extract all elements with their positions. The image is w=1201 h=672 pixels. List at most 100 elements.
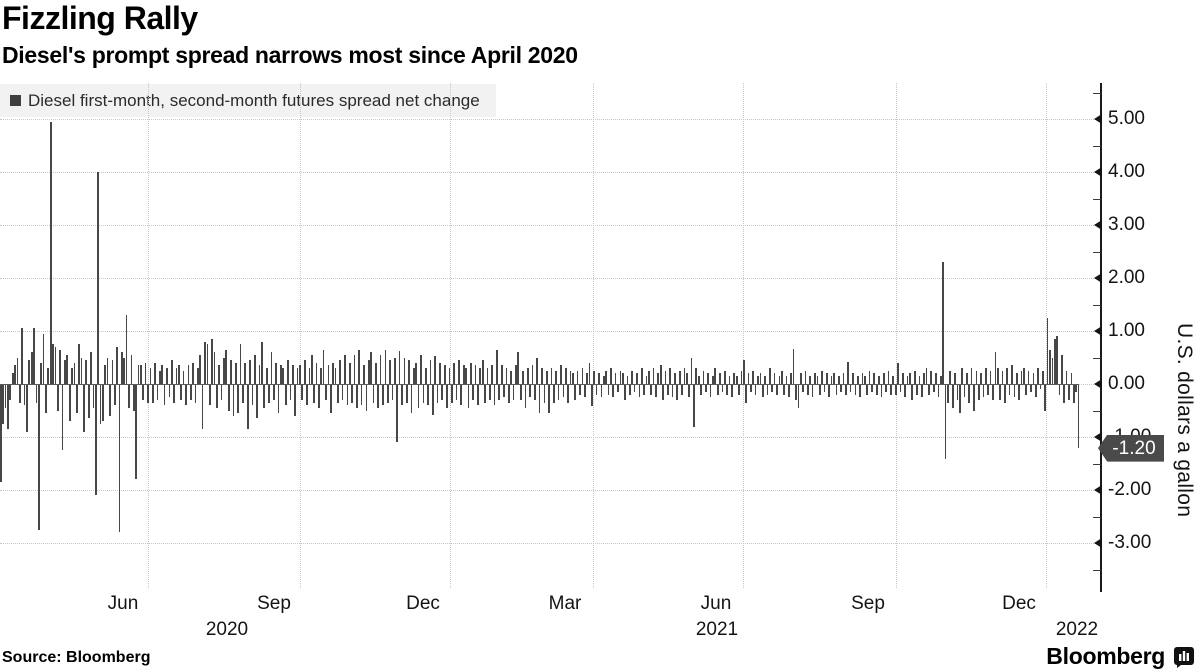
bar xyxy=(370,352,372,384)
bar xyxy=(230,360,232,384)
bloomberg-bug-icon xyxy=(1174,646,1194,668)
bar xyxy=(244,362,247,384)
bar xyxy=(792,349,795,384)
bar xyxy=(85,360,88,384)
bar xyxy=(958,384,961,414)
h-gridline xyxy=(0,172,1100,173)
bar xyxy=(837,376,840,384)
bar xyxy=(486,368,489,384)
bar xyxy=(607,384,610,395)
bar xyxy=(54,346,57,384)
bar xyxy=(716,384,719,395)
bar xyxy=(723,370,726,384)
bar xyxy=(147,384,149,403)
bar xyxy=(306,384,308,406)
h-gridline xyxy=(0,490,1100,491)
bar xyxy=(308,368,311,384)
bar xyxy=(947,384,949,403)
bar xyxy=(707,373,710,384)
bar xyxy=(669,368,672,384)
bar xyxy=(659,365,662,384)
bar xyxy=(636,373,638,384)
bar xyxy=(939,376,942,384)
bar xyxy=(593,370,596,384)
bar xyxy=(503,384,505,398)
bar xyxy=(73,362,76,384)
bar xyxy=(754,384,757,395)
bar xyxy=(7,384,9,430)
bar xyxy=(97,172,99,384)
bar xyxy=(410,384,413,414)
bar xyxy=(982,384,985,398)
bar xyxy=(845,384,847,395)
bar xyxy=(455,384,458,400)
y-major-tick-arrow xyxy=(1094,379,1102,389)
bar xyxy=(477,384,479,406)
bar xyxy=(130,354,133,384)
bar xyxy=(11,373,14,384)
v-gridline xyxy=(896,83,897,588)
bar xyxy=(379,354,382,384)
bar xyxy=(650,384,653,395)
bar xyxy=(64,360,66,384)
bar xyxy=(99,384,102,424)
bar xyxy=(102,384,104,422)
y-axis-line xyxy=(1100,83,1102,592)
bar xyxy=(140,365,142,384)
bar xyxy=(211,338,213,384)
bar xyxy=(187,365,190,384)
bar xyxy=(75,384,78,414)
bar xyxy=(671,384,674,398)
y-minor-tick xyxy=(1093,463,1101,465)
bar xyxy=(493,384,496,406)
bar xyxy=(256,384,259,419)
chart-legend: Diesel first-month, second-month futures… xyxy=(0,84,496,117)
bar xyxy=(375,362,377,384)
bar xyxy=(572,373,574,384)
last-value-badge: -1.20 xyxy=(1098,434,1164,462)
bar xyxy=(534,384,536,400)
bar xyxy=(591,384,593,407)
legend-label: Diesel first-month, second-month futures… xyxy=(28,90,480,110)
bar xyxy=(880,384,883,398)
bar xyxy=(1023,368,1025,384)
bar xyxy=(1053,338,1056,384)
bar xyxy=(690,357,693,384)
y-major-tick-arrow xyxy=(1094,273,1102,283)
bar xyxy=(35,384,38,403)
bar xyxy=(318,384,320,408)
bar xyxy=(417,384,420,408)
bar xyxy=(771,384,774,392)
bar xyxy=(481,360,484,384)
bar xyxy=(180,384,183,400)
h-gridline xyxy=(0,437,1100,438)
bar xyxy=(859,384,861,398)
h-gridline xyxy=(0,278,1100,279)
bar xyxy=(624,384,626,400)
bar xyxy=(225,349,228,384)
bar xyxy=(823,384,826,392)
bar xyxy=(688,384,691,398)
bar xyxy=(531,365,534,384)
bar xyxy=(429,360,432,384)
bar xyxy=(161,365,164,384)
bar xyxy=(1034,384,1037,398)
bar xyxy=(562,384,565,398)
bar xyxy=(681,384,683,395)
bar xyxy=(700,384,702,395)
bar xyxy=(4,384,7,408)
bar xyxy=(785,376,788,384)
bar xyxy=(519,384,522,400)
y-major-tick-arrow xyxy=(1094,220,1102,230)
bloomberg-logo: Bloomberg xyxy=(1046,643,1195,670)
bar xyxy=(382,384,384,406)
bar xyxy=(52,344,54,384)
bar xyxy=(472,384,475,400)
bar xyxy=(818,384,821,395)
bar xyxy=(510,370,513,384)
y-minor-tick xyxy=(1093,304,1101,306)
bar xyxy=(610,368,612,384)
bar xyxy=(398,350,401,384)
bar xyxy=(424,368,427,384)
bar xyxy=(842,373,845,384)
